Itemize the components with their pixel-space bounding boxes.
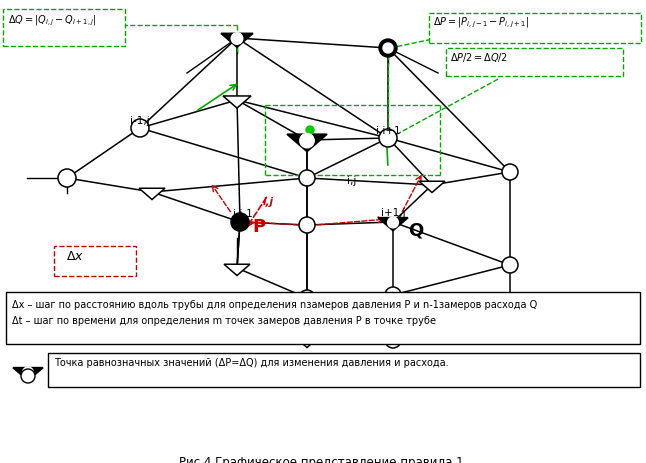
Text: Точка равнозначных значений (ΔP=ΔQ) для изменения давления и расхода.: Точка равнозначных значений (ΔP=ΔQ) для … xyxy=(54,358,448,368)
Circle shape xyxy=(21,369,35,383)
Polygon shape xyxy=(294,336,320,348)
FancyBboxPatch shape xyxy=(6,292,640,344)
Circle shape xyxy=(231,213,249,231)
Text: Рис.4 Графическое представление правила 1.: Рис.4 Графическое представление правила … xyxy=(179,456,467,463)
Text: i-1,j: i-1,j xyxy=(130,116,150,126)
Text: i,j: i,j xyxy=(347,176,357,186)
Circle shape xyxy=(299,290,315,306)
Text: $\Delta P/2=\Delta Q/2$: $\Delta P/2=\Delta Q/2$ xyxy=(450,51,508,64)
Text: i+1,j: i+1,j xyxy=(380,208,405,218)
Circle shape xyxy=(299,170,315,186)
Circle shape xyxy=(385,287,401,303)
Circle shape xyxy=(502,257,518,273)
Circle shape xyxy=(379,129,397,147)
Text: i,j: i,j xyxy=(262,197,273,207)
Text: Q: Q xyxy=(408,221,423,239)
Circle shape xyxy=(379,39,397,57)
FancyBboxPatch shape xyxy=(3,9,125,46)
Circle shape xyxy=(385,332,401,348)
Polygon shape xyxy=(13,368,43,381)
FancyBboxPatch shape xyxy=(446,48,623,76)
Circle shape xyxy=(231,33,243,44)
Polygon shape xyxy=(223,96,251,108)
Text: i,j-1: i,j-1 xyxy=(233,209,253,219)
Circle shape xyxy=(306,126,314,134)
Text: $\Delta P=|P_{i,j-1}-P_{i,j+1}|$: $\Delta P=|P_{i,j-1}-P_{i,j+1}|$ xyxy=(433,16,529,31)
Circle shape xyxy=(23,367,34,378)
Polygon shape xyxy=(287,134,327,151)
Text: i,i+1: i,i+1 xyxy=(376,126,401,136)
Circle shape xyxy=(388,217,399,228)
Polygon shape xyxy=(139,188,165,200)
Circle shape xyxy=(383,43,393,53)
Text: Δx – шаг по расстоянию вдоль трубы для определения nзамеров давления P и n-1заме: Δx – шаг по расстоянию вдоль трубы для о… xyxy=(12,300,537,310)
Circle shape xyxy=(300,133,314,148)
FancyBboxPatch shape xyxy=(454,301,538,331)
Polygon shape xyxy=(378,218,408,231)
FancyBboxPatch shape xyxy=(429,13,641,43)
Text: P: P xyxy=(252,218,265,236)
Polygon shape xyxy=(419,181,445,193)
Polygon shape xyxy=(221,33,253,47)
FancyBboxPatch shape xyxy=(54,246,136,276)
Circle shape xyxy=(299,217,315,233)
Circle shape xyxy=(131,119,149,137)
Circle shape xyxy=(58,169,76,187)
Text: i+1,j: i+1,j xyxy=(497,310,523,320)
Text: Δt – шаг по времени для определения m точек замеров давления P в точке трубе: Δt – шаг по времени для определения m то… xyxy=(12,316,436,326)
Circle shape xyxy=(502,164,518,180)
FancyBboxPatch shape xyxy=(48,353,640,387)
Circle shape xyxy=(502,314,518,330)
Text: $\Delta x$: $\Delta x$ xyxy=(66,250,84,263)
Polygon shape xyxy=(224,264,250,275)
Text: $\Delta Q=|Q_{i,j}-Q_{i+1,j}|$: $\Delta Q=|Q_{i,j}-Q_{i+1,j}|$ xyxy=(8,14,97,28)
Text: $\Delta t$: $\Delta t$ xyxy=(488,305,504,318)
